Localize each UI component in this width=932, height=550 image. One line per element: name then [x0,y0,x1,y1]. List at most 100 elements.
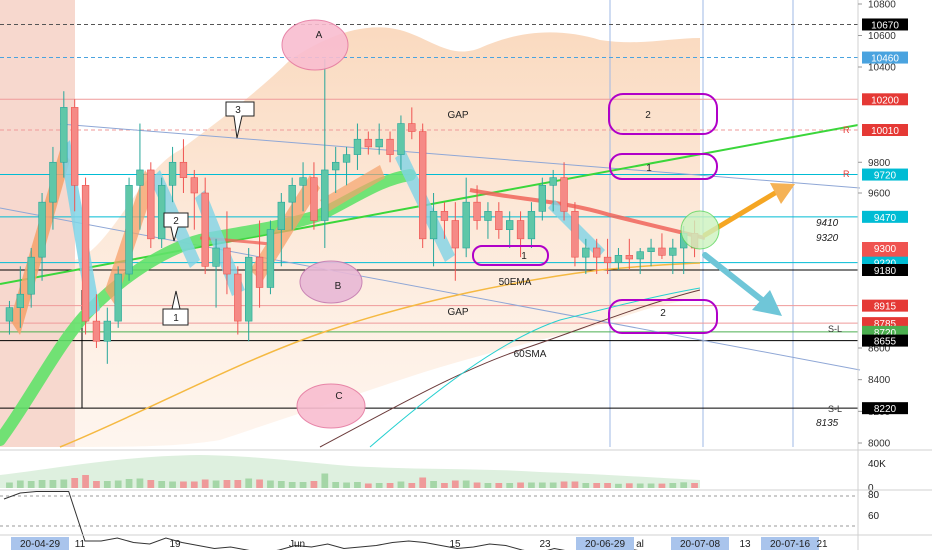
price-label-text: 9300 [874,244,897,255]
candle-body [408,123,416,132]
volume-bar [71,478,79,488]
candle-body [16,293,24,308]
volume-bar [332,482,340,488]
upper-descending-trendline [59,123,861,189]
time-axis[interactable]: 20-04-29 11 19 Jun 15 23 20-06-29 al 20-07-08 13 2… [0,534,932,550]
gap-bottom-label: GAP [447,307,468,318]
sma-60-line-cyan [369,287,701,448]
volume-bar [354,482,361,488]
volume-bar [647,483,655,488]
price-tick-label: 8000 [868,439,891,450]
price-label-text: 9720 [874,171,897,182]
time-tick-label: Jun [289,539,305,550]
candle-body [81,185,90,322]
price-label-text: 9180 [874,266,897,277]
rsi-pane: 80 60 [0,489,932,550]
price-label-box [862,299,908,312]
candle-body [27,256,35,295]
volume-bar [441,483,448,488]
volume-bar [288,482,296,488]
candle-body [495,211,503,230]
candles-group [5,59,699,364]
volume-bar [169,481,176,488]
price-label-box [862,168,908,181]
rsi-tick-60: 60 [868,511,880,522]
volume-bar [103,481,111,488]
volume-bar [560,481,568,488]
text-annotations: GAP GAP 50EMA 60SMA 9410 9320 8135 R R S… [447,110,850,429]
time-tick-highlight [11,537,69,550]
candle-body [299,177,307,186]
volume-bar [180,481,187,488]
candle-body [71,107,79,186]
rsi-tick-80: 80 [868,490,880,501]
volume-bar [517,482,524,488]
candle-body [223,247,231,275]
volume-area [0,455,700,488]
volume-bar [506,483,514,488]
background-layer [0,0,700,447]
volume-bar [625,483,633,488]
callout-3-label: 3 [235,105,241,116]
projection-arrows [680,183,795,316]
volume-bar [49,480,57,488]
blue-down-arrowhead [752,290,782,316]
candle-body [429,211,438,240]
candle-body [321,169,329,221]
volume-bar [277,481,285,488]
candle-body [92,320,101,342]
price-label-text: 8785 [874,319,897,330]
volume-bar [430,481,437,488]
volume-bar [658,483,666,488]
volume-bar [669,483,677,488]
volume-bar [125,479,133,488]
blue-wave-1 [60,140,100,318]
price-tick-label: 9800 [868,158,891,169]
time-tick-label: 13 [739,539,751,550]
volume-bar [93,481,100,488]
callout-2 [163,212,189,242]
volume-bar [615,483,622,488]
candle-body [419,131,427,240]
volume-bar [462,480,470,488]
circle-b-label: B [335,281,342,292]
volume-bar [190,481,198,488]
volume-bar [201,479,209,488]
price-label-box [862,93,908,106]
time-tick-highlight [576,537,634,550]
time-tick-label: 20-07-16 [770,539,810,550]
candle-body [125,185,133,275]
volume-bar [538,482,546,488]
candle-body [560,177,568,212]
candle-body [190,177,198,194]
volume-bar [636,483,644,488]
volume-bar [375,483,383,488]
candle-body [669,247,677,256]
volume-bar [397,481,405,488]
candle-body [38,201,46,258]
price-label-text: 8220 [874,404,897,415]
callout-2-label: 2 [173,216,179,227]
sma-60-line-dark [319,289,701,448]
candle-body [636,251,644,260]
price-label-box [862,51,908,64]
volume-bar [343,482,350,488]
volume-bar [82,475,89,488]
volume-bar [38,480,46,488]
box-1-mid [472,245,549,266]
volume-bar [473,482,481,488]
volume-bar [27,481,35,488]
volume-bar [528,482,535,488]
candle-body [603,256,612,263]
sma-label: 60SMA [514,349,547,360]
volume-bar [60,479,68,488]
rsi-line [3,491,687,550]
time-tick-label: 19 [169,539,181,550]
volume-bar [6,482,13,488]
price-note-8135: 8135 [816,418,839,429]
box-2-top-label: 2 [645,110,651,121]
candle-body [342,154,351,163]
volume-bar [680,482,688,488]
green-target-circle [680,210,720,250]
